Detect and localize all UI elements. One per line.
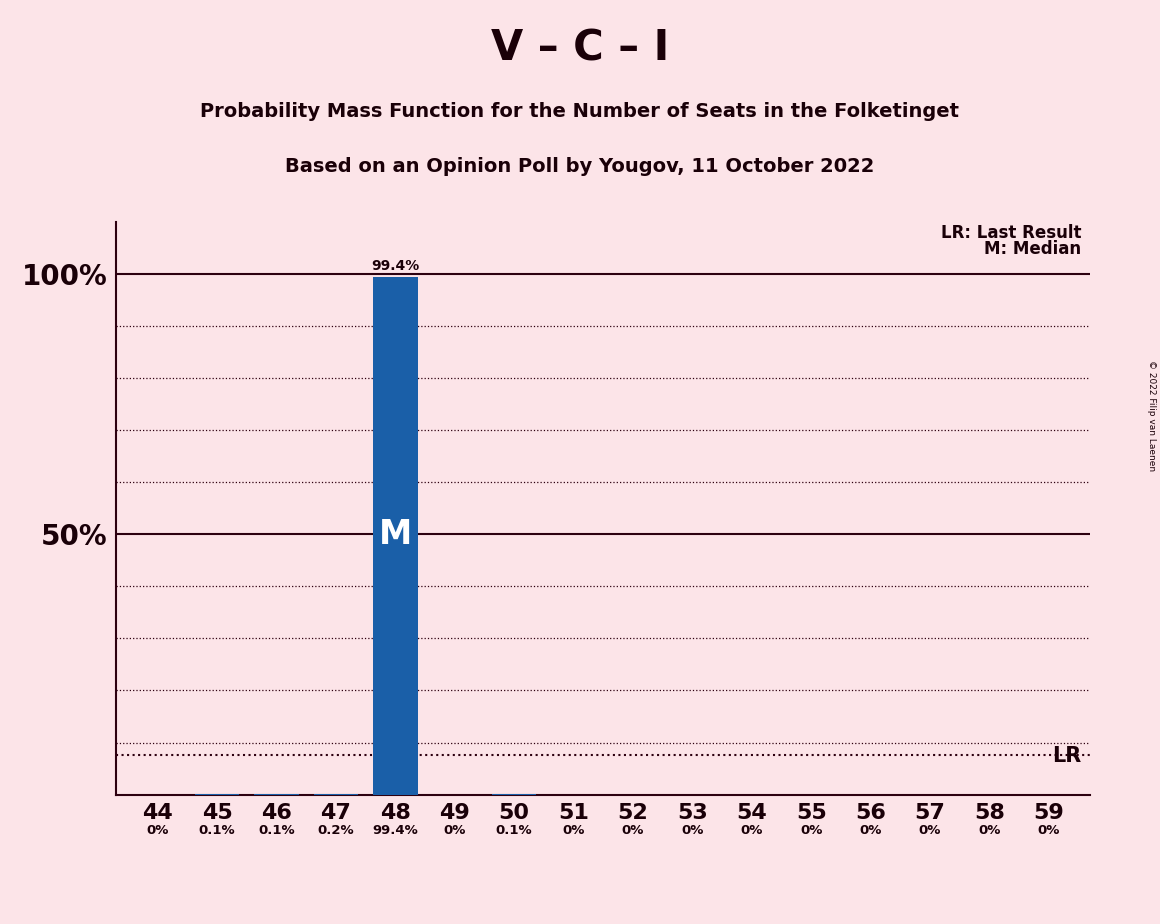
Text: 0%: 0% <box>978 824 1001 837</box>
Bar <box>313 794 358 795</box>
Text: LR: Last Result: LR: Last Result <box>941 225 1081 242</box>
Text: 99.4%: 99.4% <box>372 824 418 837</box>
Text: 0%: 0% <box>860 824 882 837</box>
Text: 0%: 0% <box>622 824 644 837</box>
Text: 99.4%: 99.4% <box>371 259 420 273</box>
Text: LR: LR <box>1052 746 1081 766</box>
Text: Based on an Opinion Poll by Yougov, 11 October 2022: Based on an Opinion Poll by Yougov, 11 O… <box>285 157 875 176</box>
Text: 0.1%: 0.1% <box>198 824 235 837</box>
Text: 0%: 0% <box>800 824 822 837</box>
Text: 0%: 0% <box>443 824 466 837</box>
Bar <box>374 277 418 795</box>
Text: M: M <box>378 517 412 551</box>
Text: 0%: 0% <box>740 824 763 837</box>
Text: 0%: 0% <box>1038 824 1060 837</box>
Text: 0%: 0% <box>681 824 703 837</box>
Text: 0.1%: 0.1% <box>495 824 532 837</box>
Text: 0%: 0% <box>919 824 941 837</box>
Text: M: Median: M: Median <box>985 240 1081 258</box>
Text: 0.2%: 0.2% <box>318 824 354 837</box>
Text: © 2022 Filip van Laenen: © 2022 Filip van Laenen <box>1147 360 1157 471</box>
Text: 0%: 0% <box>563 824 585 837</box>
Text: 0.1%: 0.1% <box>259 824 295 837</box>
Text: 0%: 0% <box>146 824 168 837</box>
Text: Probability Mass Function for the Number of Seats in the Folketinget: Probability Mass Function for the Number… <box>201 102 959 121</box>
Text: V – C – I: V – C – I <box>491 28 669 69</box>
